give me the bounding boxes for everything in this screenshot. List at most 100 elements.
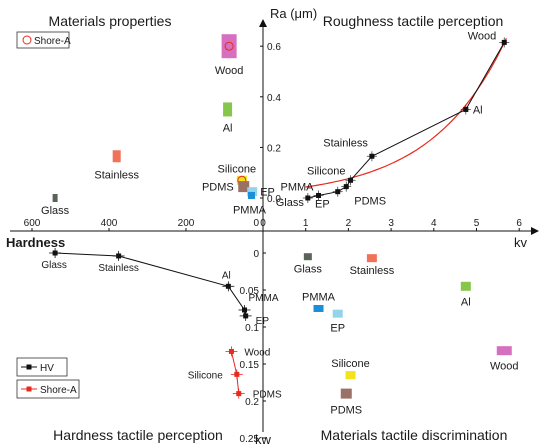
title-materials-tactile-discrimination: Materials tactile discrimination bbox=[321, 427, 508, 443]
kv-tick-label: 1 bbox=[303, 218, 309, 229]
kv-tick-label: 6 bbox=[516, 218, 522, 229]
ra-tick-label: 0.6 bbox=[267, 42, 281, 53]
hardness-point-pdms bbox=[236, 391, 242, 397]
roughness-label-glass: Glass bbox=[276, 197, 305, 209]
property-label-glass: Glass bbox=[41, 205, 70, 217]
hardness-label-pmma: PMMA bbox=[249, 293, 279, 304]
title-materials-properties: Materials properties bbox=[49, 13, 172, 29]
roughness-label-al: Al bbox=[473, 104, 483, 116]
discrimination-label-al: Al bbox=[461, 296, 471, 308]
discrimination-label-wood: Wood bbox=[490, 361, 519, 373]
hardness-label-glass: Glass bbox=[41, 260, 67, 271]
ra-tick-label: 0.2 bbox=[267, 143, 281, 154]
discrimination-marker-al bbox=[460, 281, 471, 291]
roughness-point-stainless bbox=[369, 153, 375, 159]
roughness-point-silicone bbox=[348, 177, 354, 183]
roughness-point-pdms bbox=[343, 184, 349, 190]
discrimination-marker-pmma bbox=[313, 305, 324, 312]
discrimination-label-stainless: Stainless bbox=[350, 265, 395, 277]
hardness-point-al bbox=[225, 283, 231, 289]
roughness-line bbox=[307, 42, 505, 199]
kv-tick-label: 0 bbox=[260, 218, 266, 229]
hardness-label-wood: Wood bbox=[244, 347, 270, 358]
kw-tick-label: 0.1 bbox=[245, 323, 259, 334]
property-marker-stainless bbox=[112, 150, 121, 163]
roughness-point-al bbox=[463, 106, 469, 112]
title-roughness-tactile-perception: Roughness tactile perception bbox=[323, 13, 504, 29]
axis-label-kw: kw bbox=[255, 432, 272, 447]
property-label-wood: Wood bbox=[215, 65, 244, 77]
kw-tick-label: 0 bbox=[253, 249, 259, 260]
shore-a-marker bbox=[224, 41, 234, 51]
legend-label-hv: HV bbox=[40, 363, 54, 374]
legend-label-shore-a-series: Shore-A bbox=[40, 385, 77, 396]
legend-box-hv bbox=[16, 357, 68, 377]
hardness-tick-label: 400 bbox=[101, 218, 118, 229]
property-marker-wood bbox=[221, 34, 237, 59]
axis-label-kv: kv bbox=[514, 235, 528, 250]
legend-box-shore-a-series bbox=[16, 379, 80, 399]
property-label-ep: EP bbox=[260, 187, 275, 199]
hardness-point-stainless bbox=[116, 253, 122, 259]
property-marker-pmma bbox=[247, 191, 255, 199]
kv-tick-label: 3 bbox=[388, 218, 394, 229]
property-label-silicone: Silicone bbox=[218, 163, 257, 175]
discrimination-label-silicone: Silicone bbox=[331, 358, 370, 370]
hardness-tick-label: 0 bbox=[253, 218, 259, 229]
legend-marker-shore-a bbox=[22, 35, 32, 45]
discrimination-marker-stainless bbox=[366, 254, 377, 263]
axis-label-ra: Ra (μm) bbox=[270, 6, 317, 21]
hardness-label-silicone: Silicone bbox=[188, 370, 223, 381]
discrimination-label-ep: EP bbox=[330, 323, 345, 335]
roughness-point-wood bbox=[501, 39, 507, 45]
roughness-label-ep: EP bbox=[315, 199, 330, 211]
kw-tick-label: 0.25 bbox=[240, 434, 260, 445]
discrimination-label-pdms: PDMS bbox=[330, 405, 362, 417]
hardness-point-silicone bbox=[234, 371, 240, 377]
roughness-label-pdms: PDMS bbox=[354, 196, 386, 208]
property-marker-al bbox=[223, 102, 233, 117]
roughness-point-pmma bbox=[316, 192, 322, 198]
legend-marker-hv bbox=[26, 364, 32, 370]
ra-tick-label: 0.0 bbox=[267, 194, 281, 205]
hardness-tick-label: 200 bbox=[178, 218, 195, 229]
legend-box-shore-a bbox=[16, 31, 70, 49]
discrimination-marker-pdms bbox=[340, 388, 352, 399]
property-marker-glass bbox=[52, 194, 58, 202]
property-marker-pdms bbox=[238, 181, 250, 193]
discrimination-marker-wood bbox=[496, 346, 512, 356]
property-label-stainless: Stainless bbox=[94, 169, 139, 181]
kv-tick-label: 5 bbox=[474, 218, 480, 229]
series-line-hv bbox=[55, 252, 247, 316]
hardness-label-ep: EP bbox=[256, 316, 270, 327]
fit-curve bbox=[305, 38, 507, 188]
discrimination-marker-silicone bbox=[345, 371, 356, 380]
hardness-tick-label: 600 bbox=[24, 218, 41, 229]
discrimination-label-pmma: PMMA bbox=[302, 292, 336, 304]
hardness-label-stainless: Stainless bbox=[98, 263, 139, 274]
roughness-point-ep bbox=[335, 189, 341, 195]
legends: Shore-A HV Shore-A bbox=[16, 31, 80, 399]
hardness-label-al: Al bbox=[222, 270, 231, 281]
hardness-point-pmma bbox=[242, 307, 248, 313]
roughness-label-silicone: Silicone bbox=[307, 165, 346, 177]
hardness-point-ep bbox=[243, 313, 249, 319]
discrimination-marker-ep bbox=[332, 309, 343, 318]
roughness-point-glass bbox=[305, 195, 311, 201]
axis-label-hardness: Hardness bbox=[6, 235, 65, 250]
ra-tick-label: 0.4 bbox=[267, 93, 281, 104]
roughness-label-wood: Wood bbox=[468, 30, 497, 42]
kv-tick-label: 2 bbox=[346, 218, 352, 229]
property-marker-ep bbox=[247, 187, 258, 197]
discrimination-label-glass: Glass bbox=[294, 264, 323, 276]
hardness-point-wood bbox=[228, 348, 234, 354]
legend-label-shore-a: Shore-A bbox=[34, 36, 71, 47]
kw-tick-label: 0.15 bbox=[240, 360, 260, 371]
hardness-point-glass bbox=[52, 250, 58, 256]
legend-marker-shore-a-series bbox=[26, 386, 32, 392]
kw-tick-label: 0.05 bbox=[240, 286, 260, 297]
property-label-al: Al bbox=[223, 122, 233, 134]
